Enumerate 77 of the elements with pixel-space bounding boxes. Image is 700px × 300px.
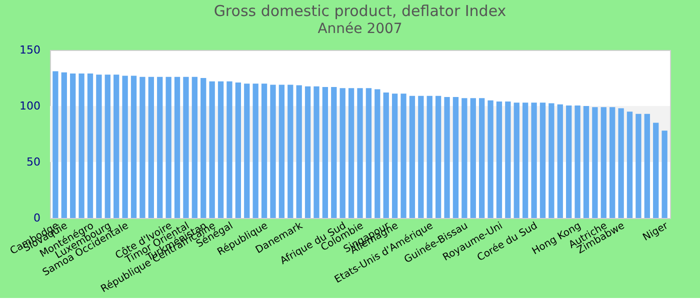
bar	[478, 98, 485, 218]
bar	[505, 102, 511, 218]
bar	[87, 74, 94, 218]
bar	[278, 84, 285, 218]
bar	[409, 96, 416, 218]
bar	[130, 76, 137, 218]
bar	[104, 74, 110, 218]
y-tick-label: 50	[26, 156, 40, 168]
bar	[70, 74, 76, 218]
bar	[296, 85, 302, 218]
bar	[218, 81, 224, 218]
bar	[261, 84, 268, 218]
y-tick-label: 100	[20, 100, 40, 112]
bar	[226, 81, 232, 218]
bar	[574, 105, 580, 218]
bar	[166, 76, 172, 218]
bar	[426, 96, 432, 218]
bar	[209, 81, 215, 218]
bar	[462, 98, 468, 218]
bar	[392, 94, 398, 218]
bar	[488, 100, 494, 218]
bar	[174, 76, 180, 218]
bar	[548, 103, 554, 218]
bar	[157, 76, 163, 218]
bar	[435, 96, 442, 218]
bar	[583, 106, 590, 218]
bar	[304, 86, 311, 218]
bar	[566, 105, 572, 218]
chart-title: Gross domestic product, deflator Index	[214, 2, 506, 20]
bar	[235, 82, 242, 218]
bar	[340, 88, 346, 218]
bar	[366, 88, 372, 218]
bar	[200, 78, 206, 218]
bar	[522, 102, 528, 218]
bar	[531, 102, 537, 218]
bar	[288, 84, 294, 218]
bar	[78, 74, 84, 218]
bar	[626, 112, 633, 218]
bar	[252, 84, 258, 218]
bar	[662, 130, 668, 218]
bar	[470, 98, 476, 218]
bar	[618, 108, 624, 218]
bar	[400, 94, 406, 218]
bar	[148, 76, 154, 218]
bar	[357, 88, 363, 218]
bar	[183, 76, 189, 218]
bar	[322, 86, 328, 218]
bar	[61, 72, 67, 218]
bar	[374, 89, 380, 218]
chart-subtitle: Année 2007	[318, 21, 402, 37]
bar	[444, 97, 450, 218]
bar	[496, 102, 502, 218]
bar	[96, 74, 102, 218]
bar	[244, 84, 250, 218]
bar	[452, 97, 459, 218]
bar	[314, 86, 320, 218]
y-tick-label: 150	[20, 44, 40, 56]
y-tick-label: 0	[34, 212, 40, 224]
bar	[140, 76, 146, 218]
bar	[331, 86, 337, 218]
bar	[610, 107, 616, 218]
bar	[348, 88, 354, 218]
bar	[114, 74, 120, 218]
bar	[52, 71, 58, 218]
bar	[514, 102, 520, 218]
bar	[653, 122, 659, 218]
bar	[600, 107, 606, 218]
bar	[270, 84, 276, 218]
bar	[644, 114, 650, 218]
bar	[592, 107, 598, 218]
bar	[192, 76, 198, 218]
bar	[540, 102, 546, 218]
bar	[418, 96, 424, 218]
bar	[383, 92, 389, 218]
bar	[122, 76, 128, 218]
bar	[636, 114, 642, 218]
bar	[557, 104, 563, 218]
